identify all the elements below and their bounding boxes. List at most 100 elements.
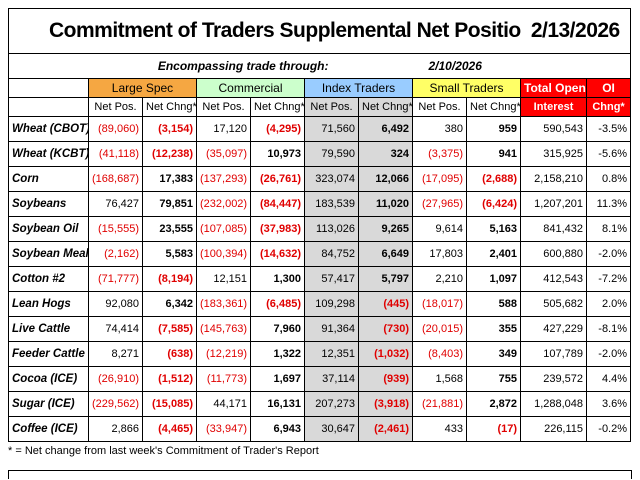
- row: Soybean Meal (2,162) 5,583 (100,394) (14,632…: [8, 241, 632, 267]
- report: Commitment of Traders Supplemental Net P…: [7, 8, 632, 457]
- row-label: Cotton #2: [8, 266, 89, 292]
- cell: (12,219): [196, 341, 251, 367]
- cell: (89,060): [88, 116, 143, 142]
- column-header: Chng*: [586, 97, 632, 117]
- cell: 207,273: [304, 391, 359, 417]
- cell: -8.1%: [586, 316, 632, 342]
- cell: -2.0%: [586, 341, 632, 367]
- cell: 0.8%: [586, 166, 632, 192]
- cell: (14,632): [250, 241, 305, 267]
- cell: 941: [465, 141, 522, 167]
- row: Feeder Cattle 8,271 (638) (12,219) 1,322 12,3…: [8, 341, 632, 367]
- cell: (232,002): [196, 191, 251, 217]
- cot-table: Commitment of Traders Supplemental Net P…: [7, 8, 632, 442]
- column-header: Net Pos.: [88, 97, 143, 117]
- cell: (20,015): [412, 316, 467, 342]
- cell: 1,097: [465, 266, 522, 292]
- date: 2/13/2026: [520, 8, 632, 54]
- column-header: Interest: [520, 97, 588, 117]
- cell: (84,447): [250, 191, 305, 217]
- row: Sugar (ICE) (229,562) (15,085) 44,171 16,131…: [8, 391, 632, 417]
- subtitle: Encompassing trade through:: [8, 53, 359, 79]
- cell: (939): [358, 366, 413, 392]
- cell: 1,697: [250, 366, 305, 392]
- row: Soybeans 76,427 79,851 (232,002) (84,447) 183…: [8, 191, 632, 217]
- cell: 17,803: [412, 241, 467, 267]
- cell: (6,424): [465, 191, 522, 217]
- cell: (18,017): [412, 291, 467, 317]
- cell: 841,432: [520, 216, 588, 242]
- cell: (183,361): [196, 291, 251, 317]
- cell: 84,752: [304, 241, 359, 267]
- cell: (35,097): [196, 141, 251, 167]
- cell: 91,364: [304, 316, 359, 342]
- group-header: Total Open: [520, 78, 588, 98]
- cell: (12,238): [142, 141, 197, 167]
- row: Soybean Oil (15,555) 23,555 (107,085) (37,98…: [8, 216, 632, 242]
- cell: 588: [465, 291, 522, 317]
- cell: (6,485): [250, 291, 305, 317]
- cell: 11.3%: [586, 191, 632, 217]
- cell: 505,682: [520, 291, 588, 317]
- row-label: Soybean Meal: [8, 241, 89, 267]
- cell: 5,797: [358, 266, 413, 292]
- cell: 4.4%: [586, 366, 632, 392]
- cell: (8,194): [142, 266, 197, 292]
- row: Coffee (ICE) 2,866 (4,465) (33,947) 6,943 30,…: [8, 416, 632, 442]
- column-header: Net Chng*: [465, 97, 522, 117]
- cell: 2,158,210: [520, 166, 588, 192]
- row-label: Corn: [8, 166, 89, 192]
- cell: 323,074: [304, 166, 359, 192]
- group-header: Index Traders: [304, 78, 413, 98]
- cell: 183,539: [304, 191, 359, 217]
- row: Lean Hogs 92,080 6,342 (183,361) (6,485) 109,…: [8, 291, 632, 317]
- cell: (21,881): [412, 391, 467, 417]
- cell: (15,555): [88, 216, 143, 242]
- cell: 433: [412, 416, 467, 442]
- cell: 79,590: [304, 141, 359, 167]
- group-header: Large Spec: [88, 78, 197, 98]
- cell: 37,114: [304, 366, 359, 392]
- cell: 16,131: [250, 391, 305, 417]
- cell: 355: [465, 316, 522, 342]
- title: Commitment of Traders Supplemental Net P…: [7, 8, 521, 54]
- cell: 57,417: [304, 266, 359, 292]
- cell: 9,265: [358, 216, 413, 242]
- row: Cotton #2 (71,777) (8,194) 12,151 1,300 57,41…: [8, 266, 632, 292]
- cell: 12,151: [196, 266, 251, 292]
- cell: (730): [358, 316, 413, 342]
- cell: -2.0%: [586, 241, 632, 267]
- cell: 79,851: [142, 191, 197, 217]
- cell: 8.1%: [586, 216, 632, 242]
- cell: 92,080: [88, 291, 143, 317]
- cell: 113,026: [304, 216, 359, 242]
- cell: 23,555: [142, 216, 197, 242]
- cell: 959: [465, 116, 522, 142]
- cell: (26,761): [250, 166, 305, 192]
- cell: (445): [358, 291, 413, 317]
- cell: (100,394): [196, 241, 251, 267]
- cell: (4,295): [250, 116, 305, 142]
- cell: 44,171: [196, 391, 251, 417]
- row: Live Cattle 74,414 (7,585) (145,763) 7,960 91…: [8, 316, 632, 342]
- cell: (3,154): [142, 116, 197, 142]
- cell: (107,085): [196, 216, 251, 242]
- cell: 412,543: [520, 266, 588, 292]
- cell: (26,910): [88, 366, 143, 392]
- cell: 239,572: [520, 366, 588, 392]
- cell: 380: [412, 116, 467, 142]
- column-header: Net Chng*: [250, 97, 305, 117]
- cell: 3.6%: [586, 391, 632, 417]
- cell: (3,918): [358, 391, 413, 417]
- cell: 1,288,048: [520, 391, 588, 417]
- cell: (15,085): [142, 391, 197, 417]
- cell: 349: [465, 341, 522, 367]
- row-label: Soybean Oil: [8, 216, 89, 242]
- cell: 12,066: [358, 166, 413, 192]
- cell: (11,773): [196, 366, 251, 392]
- column-header: Net Pos.: [304, 97, 359, 117]
- cell: 30,647: [304, 416, 359, 442]
- row-label: Live Cattle: [8, 316, 89, 342]
- cell: (27,965): [412, 191, 467, 217]
